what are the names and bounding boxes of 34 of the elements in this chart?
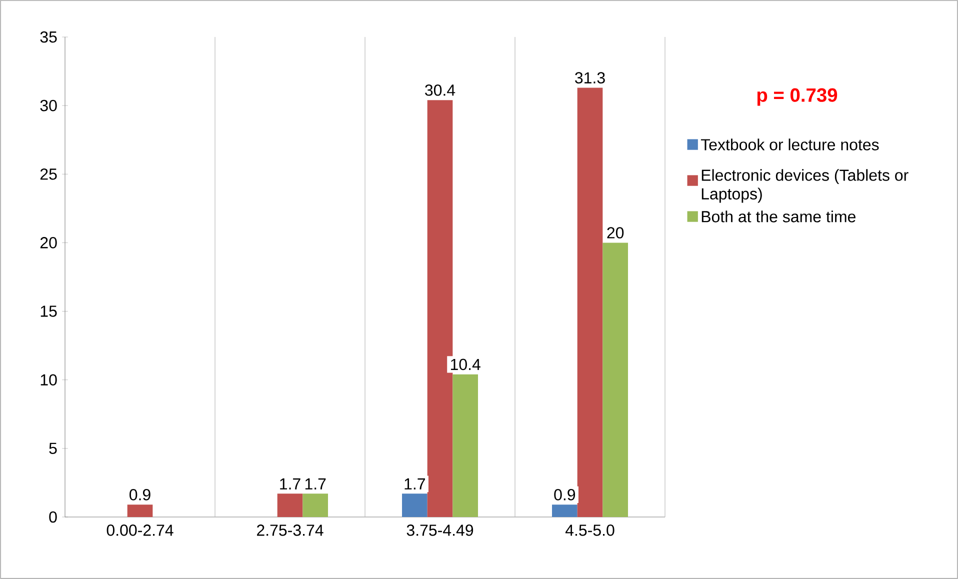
legend-label: Both at the same time <box>702 210 856 222</box>
x-tick-label: 3.75-4.49 <box>406 524 474 536</box>
y-tick-label: 10 <box>40 374 57 386</box>
data-label: 20 <box>607 227 624 238</box>
data-label: 0.9 <box>130 489 150 500</box>
y-tick-label: 30 <box>40 100 57 112</box>
bar <box>277 494 303 517</box>
bar <box>602 242 628 517</box>
y-tick-label: 20 <box>40 237 57 248</box>
legend-label: Electronic devices (Tablets or Laptops) <box>702 169 908 203</box>
x-tick-label: 4.5-5.0 <box>565 524 614 536</box>
data-label: 30.4 <box>425 84 456 96</box>
bar <box>452 374 478 517</box>
legend-label: Textbook or lecture notes <box>700 138 879 150</box>
bar <box>552 504 578 517</box>
y-tick-label: 25 <box>40 168 57 180</box>
bar <box>302 494 328 517</box>
text: p = 0.739 <box>757 88 838 106</box>
y-tick-label: 0 <box>49 511 57 523</box>
data-label: 0.9 <box>554 489 576 500</box>
data-label: 1.7 <box>305 478 326 490</box>
y-tick-label: 35 <box>40 31 57 43</box>
data-label: 31.3 <box>575 72 605 84</box>
data-label: 10.4 <box>450 358 480 370</box>
bar <box>127 504 153 517</box>
bar <box>402 494 428 517</box>
bar <box>577 88 603 517</box>
y-tick-label: 5 <box>49 442 57 454</box>
data-label: 1.7 <box>404 478 425 490</box>
bar <box>427 100 453 517</box>
x-tick-label: 0.00-2.74 <box>106 524 174 536</box>
x-tick-label: 2.75-3.74 <box>256 524 324 536</box>
y-tick-label: 15 <box>40 306 57 317</box>
data-label: 1.7 <box>280 478 300 490</box>
